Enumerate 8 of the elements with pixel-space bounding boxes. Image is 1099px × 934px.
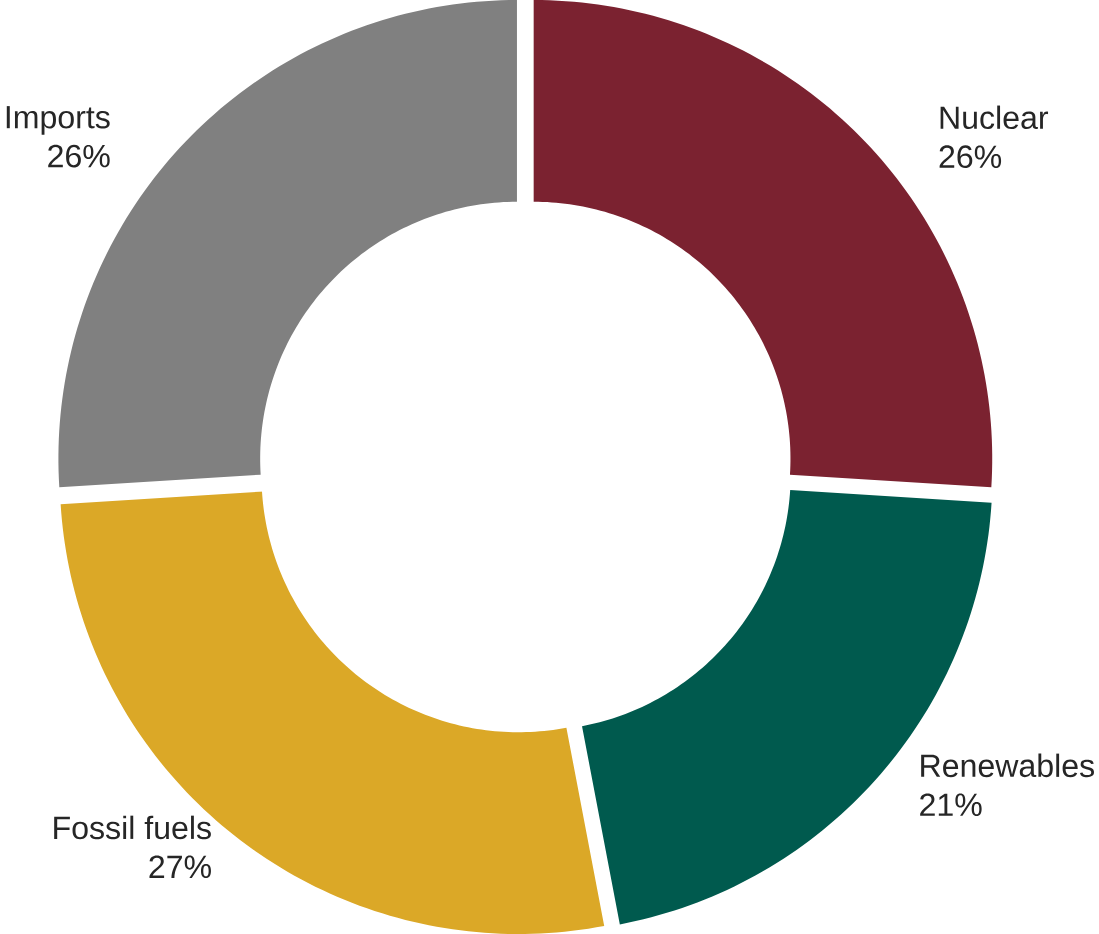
slice-label: Renewables: [921, 753, 1094, 778]
data-label: 21%: [920, 793, 982, 817]
data-label: 27%: [149, 855, 211, 879]
data-label: 26%: [48, 144, 110, 168]
slice-label: Fossil fuels: [54, 815, 211, 840]
data-label: 26%: [939, 145, 1002, 169]
slice-label: Nuclear: [940, 105, 1049, 130]
slice-label: Imports: [6, 106, 110, 135]
